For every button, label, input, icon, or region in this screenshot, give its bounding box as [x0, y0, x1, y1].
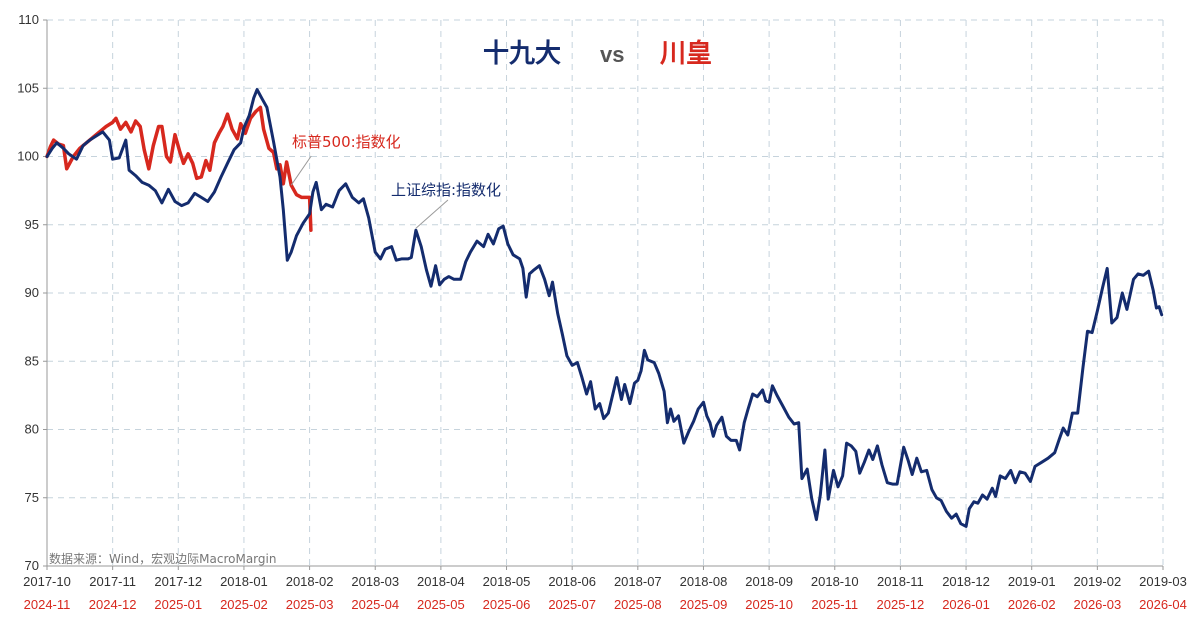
x-tick-label-bottom: 2025-12	[877, 597, 925, 612]
x-tick-label-top: 2018-05	[483, 574, 531, 589]
y-tick-label: 75	[25, 490, 39, 505]
x-tick-label-top: 2017-10	[23, 574, 71, 589]
x-tick-label-top: 2018-04	[417, 574, 465, 589]
y-tick-label: 70	[25, 558, 39, 573]
grid	[47, 19, 1164, 566]
x-tick-label-top: 2018-10	[811, 574, 859, 589]
x-tick-label-bottom: 2025-06	[483, 597, 531, 612]
y-tick-label: 100	[17, 149, 39, 164]
source-note: 数据来源：Wind，宏观边际MacroMargin	[49, 551, 276, 566]
x-tick-label-bottom: 2026-04	[1139, 597, 1187, 612]
x-tick-label-bottom: 2025-11	[811, 597, 858, 612]
sp500-annotation-label: 标普500:指数化	[292, 133, 401, 151]
y-tick-label: 105	[17, 80, 39, 95]
y-tick-label: 110	[18, 12, 39, 27]
x-tick-label-top: 2018-11	[877, 574, 924, 589]
series-lines	[45, 88, 1164, 528]
x-tick-label-top: 2018-09	[745, 574, 793, 589]
y-tick-label: 85	[25, 353, 39, 368]
x-tick-labels-top: 2017-10 2017-11 2017-12 2018-01 2018-02 2018-…	[23, 566, 1187, 589]
x-tick-label-bottom: 2025-09	[680, 597, 728, 612]
x-tick-label-top: 2018-06	[548, 574, 596, 589]
y-tick-label: 90	[25, 285, 39, 300]
sse-annotation-label: 上证综指:指数化	[391, 181, 501, 199]
x-tick-label-bottom: 2026-02	[1008, 597, 1056, 612]
chart-title-vs: vs	[600, 42, 624, 67]
x-tick-label-top: 2017-11	[89, 574, 136, 589]
x-tick-label-bottom: 2025-02	[220, 597, 268, 612]
sse-series-line	[45, 88, 1164, 528]
x-tick-label-bottom: 2025-04	[351, 597, 399, 612]
x-tick-label-top: 2017-12	[154, 574, 202, 589]
x-tick-label-top: 2018-03	[351, 574, 399, 589]
x-tick-label-top: 2018-02	[286, 574, 334, 589]
x-tick-label-top: 2018-08	[680, 574, 728, 589]
sp500-annotation-leader	[290, 155, 312, 186]
x-tick-labels-bottom: 2024-11 2024-12 2025-01 2025-02 2025-03 2025-…	[24, 597, 1187, 612]
x-tick-label-bottom: 2025-03	[286, 597, 334, 612]
y-tick-label: 80	[25, 422, 39, 437]
x-tick-label-top: 2019-01	[1008, 574, 1056, 589]
x-tick-label-bottom: 2025-10	[745, 597, 793, 612]
x-tick-label-bottom: 2025-08	[614, 597, 662, 612]
x-tick-label-top: 2018-07	[614, 574, 662, 589]
chart-title-part2: 川皇	[660, 39, 712, 69]
x-tick-label-bottom: 2024-12	[89, 597, 137, 612]
y-tick-label: 95	[25, 217, 39, 232]
x-tick-label-top: 2018-01	[220, 574, 268, 589]
x-tick-label-bottom: 2025-05	[417, 597, 465, 612]
y-tick-labels: 70 75 80 85 90 95 100 105 110	[17, 12, 47, 573]
chart-title-part1: 十九大	[483, 39, 561, 69]
x-tick-label-bottom: 2026-03	[1073, 597, 1121, 612]
x-tick-label-top: 2018-12	[942, 574, 990, 589]
x-tick-label-top: 2019-02	[1073, 574, 1121, 589]
x-tick-label-bottom: 2025-07	[548, 597, 596, 612]
x-tick-label-top: 2019-03	[1139, 574, 1187, 589]
sse-annotation-leader	[415, 199, 449, 229]
x-tick-label-bottom: 2026-01	[942, 597, 990, 612]
x-tick-label-bottom: 2024-11	[24, 597, 71, 612]
x-tick-label-bottom: 2025-01	[154, 597, 202, 612]
